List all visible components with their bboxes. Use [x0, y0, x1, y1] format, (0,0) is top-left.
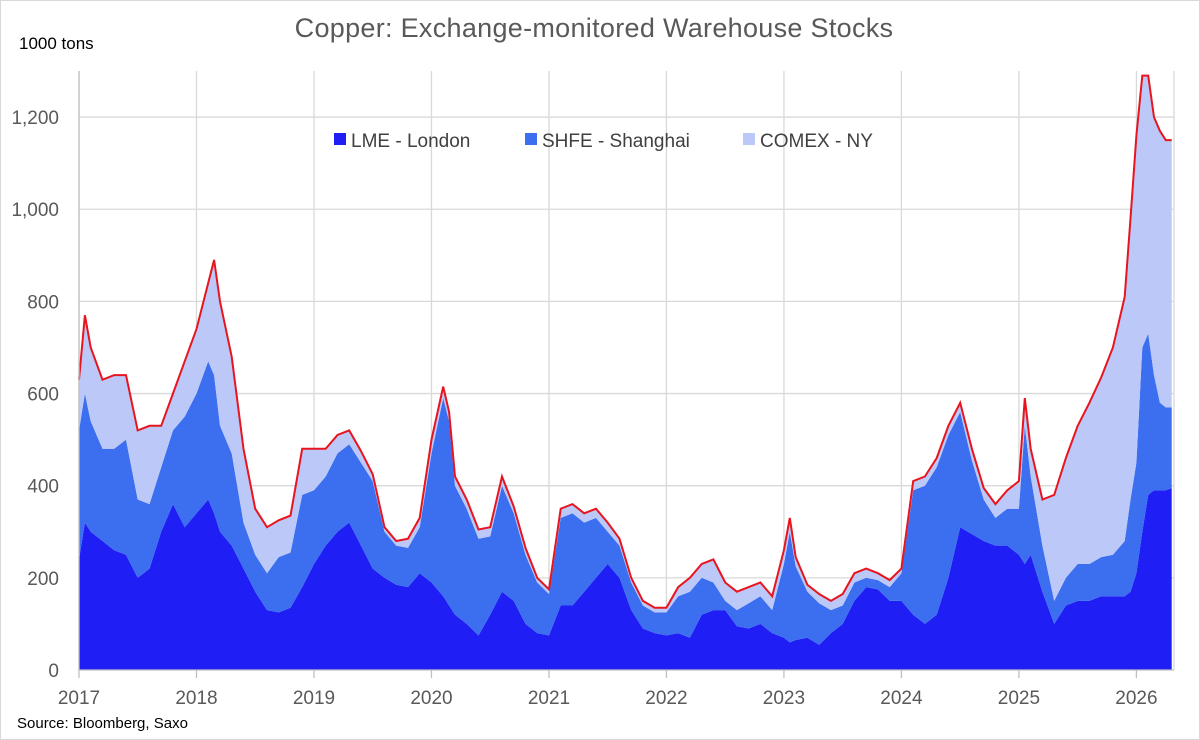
legend-item: COMEX - NY: [743, 131, 873, 152]
x-tick-label: 2021: [528, 688, 570, 709]
y-axis-unit-label: 1000 tons: [19, 34, 94, 53]
legend-item: SHFE - Shanghai: [525, 131, 690, 152]
x-tick-label: 2018: [175, 688, 217, 709]
x-tick-label: 2025: [998, 688, 1040, 709]
x-tick-label: 2024: [880, 688, 923, 709]
y-tick-label: 0: [48, 661, 59, 682]
x-tick-label: 2023: [763, 688, 805, 709]
x-tick-label: 2026: [1115, 688, 1157, 709]
total-stock-line: [78, 74, 1172, 609]
x-tick-label: 2020: [410, 688, 452, 709]
legend: LME - London SHFE - Shanghai COMEX - NY: [334, 131, 873, 152]
area-lme-london: [79, 488, 1172, 670]
area-shfe-shanghai: [79, 333, 1172, 645]
x-tick-label: 2017: [58, 688, 100, 709]
x-tick-label: 2022: [645, 688, 687, 709]
area-comex-ny: [79, 75, 1172, 613]
legend-swatch: [525, 133, 537, 145]
y-tick-label: 400: [27, 477, 59, 498]
source-note: Source: Bloomberg, Saxo: [17, 715, 188, 732]
y-tick-label: 1,000: [11, 200, 59, 221]
y-tick-label: 200: [27, 569, 59, 590]
x-tick-label: 2019: [293, 688, 335, 709]
legend-swatch: [743, 133, 755, 145]
legend-swatch: [334, 133, 346, 145]
chart-title: Copper: Exchange-monitored Warehouse Sto…: [294, 13, 894, 43]
axes: 0 200 400 600 800 1,000 1,200 2017 2018 2019 2020 2…: [11, 71, 1174, 709]
legend-item: LME - London: [334, 131, 470, 152]
y-tick-label: 600: [27, 385, 59, 406]
legend-label: COMEX - NY: [760, 131, 873, 152]
legend-label: LME - London: [351, 131, 470, 152]
y-tick-label: 800: [27, 292, 59, 313]
legend-label: SHFE - Shanghai: [542, 131, 690, 152]
y-tick-label: 1,200: [11, 108, 59, 129]
stacked-areas: [78, 74, 1172, 670]
